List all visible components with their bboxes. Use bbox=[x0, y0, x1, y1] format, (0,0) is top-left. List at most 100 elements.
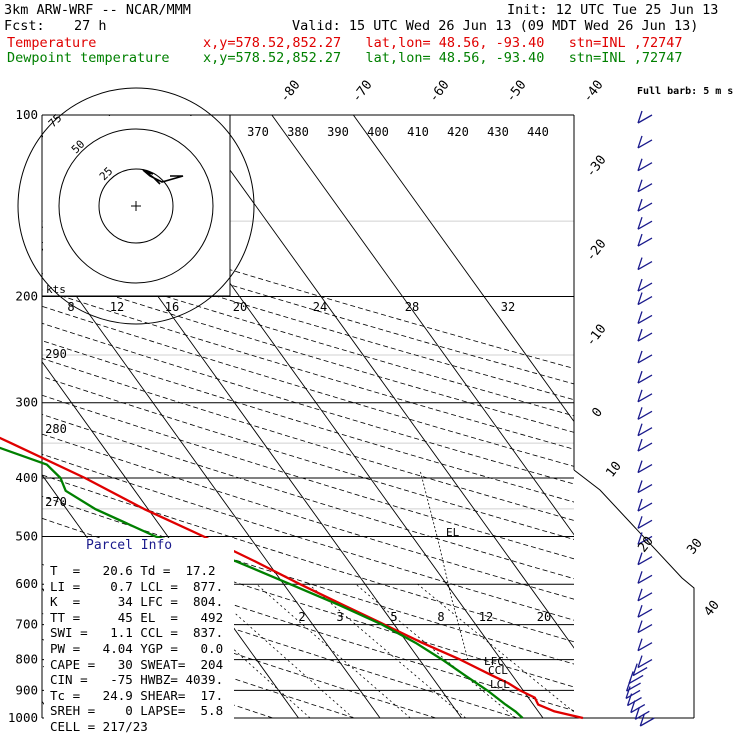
wind-barb bbox=[637, 552, 653, 566]
hodograph-ring bbox=[17, 87, 255, 325]
mixing-ratio-line bbox=[256, 583, 411, 718]
wind-barb bbox=[637, 480, 653, 494]
dry-adiabat-line bbox=[42, 340, 574, 503]
pressure-tick-label: 900 bbox=[15, 682, 38, 697]
wind-barb bbox=[637, 198, 653, 212]
hodograph bbox=[17, 87, 255, 325]
wind-barb bbox=[637, 179, 653, 193]
parcel-row: T = 20.6 Td = 17.2 bbox=[50, 563, 216, 578]
wind-barb bbox=[637, 516, 653, 529]
parcel-row: CIN = -75 HWBZ= 4039. bbox=[50, 672, 224, 688]
hodograph-speed-label: 12 bbox=[110, 300, 124, 314]
mixing-ratio-label: 12 bbox=[479, 610, 493, 624]
pressure-tick-label: 700 bbox=[15, 617, 38, 632]
valid-time: Valid: 15 UTC Wed 26 Jun 13 (09 MDT Wed … bbox=[292, 18, 699, 34]
hodograph-speed-label: 32 bbox=[501, 300, 515, 314]
theta-e-label: 380 bbox=[287, 125, 309, 139]
dry-adiabat-line bbox=[42, 413, 574, 580]
theta-e-label: 370 bbox=[247, 125, 269, 139]
wind-barb bbox=[637, 655, 653, 669]
parcel-info-panel: Parcel Info T = 20.6 Td = 17.2 LI = 0.7 … bbox=[44, 538, 234, 734]
wind-barb bbox=[637, 257, 653, 271]
parcel-info-title: Parcel Info bbox=[86, 538, 173, 553]
isotherm-tick-label: -40 bbox=[580, 78, 606, 106]
dry-adiabat-line bbox=[42, 588, 436, 718]
mixing-ratio-label: 20 bbox=[537, 610, 551, 624]
pressure-tick-label: 500 bbox=[15, 528, 38, 543]
wind-barb bbox=[637, 370, 653, 384]
el-label: EL bbox=[446, 526, 460, 539]
dewpoint-legend: Dewpoint temperature bbox=[7, 50, 170, 66]
dry-adiabat-line bbox=[42, 495, 574, 665]
isotherm-tick-label: -70 bbox=[349, 78, 375, 106]
hodograph-trace bbox=[142, 169, 184, 185]
temperature-legend: Temperature bbox=[7, 35, 97, 51]
theta-label: 280 bbox=[45, 422, 67, 436]
mixing-ratio-label: 8 bbox=[437, 610, 444, 624]
wind-barb bbox=[637, 571, 653, 584]
pressure-tick-label: 800 bbox=[15, 652, 38, 667]
wind-barb bbox=[637, 278, 653, 292]
wind-barb bbox=[637, 423, 653, 437]
wind-barb bbox=[637, 389, 653, 403]
diagram-mask bbox=[574, 115, 740, 718]
parcel-row: SWI = 1.1 CCL = 837. bbox=[50, 625, 224, 641]
pressure-tick-label: 600 bbox=[15, 576, 38, 591]
theta-e-label: 390 bbox=[327, 125, 349, 139]
parcel-level-label: CCL bbox=[488, 664, 508, 677]
parcel-row: PW = 4.04 YGP = 0.0 bbox=[50, 641, 224, 656]
isotherm-tick-label: -80 bbox=[277, 78, 303, 106]
wind-barb bbox=[637, 620, 653, 634]
mixing-ratio-line bbox=[308, 583, 466, 718]
wind-barb bbox=[637, 216, 653, 230]
parcel-row: SREH = 0 LAPSE= 5.8 bbox=[50, 703, 224, 719]
wind-barb bbox=[637, 460, 653, 474]
sounding-traces bbox=[0, 436, 584, 720]
wind-barb bbox=[637, 233, 653, 247]
wind-barb bbox=[637, 350, 653, 364]
mixing-ratio-line bbox=[355, 583, 516, 718]
dry-adiabat-line bbox=[42, 257, 574, 417]
pressure-tick-label: 1000 bbox=[8, 710, 38, 725]
parcel-row: Tc = 24.9 SHEAR= 17. bbox=[50, 687, 224, 703]
hodograph-speed-label: 24 bbox=[313, 300, 327, 314]
wind-barb-legend: Full barb: 5 m s bbox=[637, 86, 733, 97]
diagram-edge bbox=[573, 469, 695, 718]
wind-barb bbox=[637, 588, 653, 602]
isotherm-tick-label: -50 bbox=[503, 78, 529, 106]
isotherm-line bbox=[352, 115, 574, 423]
isotherm-line bbox=[271, 115, 574, 536]
parcel-row: LI = 0.7 LCL = 877. bbox=[50, 578, 224, 594]
hodograph-ring bbox=[98, 168, 174, 244]
hodograph-ring bbox=[58, 128, 214, 284]
pressure-tick-label: 200 bbox=[15, 289, 38, 304]
theta-e-label: 410 bbox=[407, 125, 429, 139]
temperature-location: x,y=578.52,852.27 lat,lon= 48.56, -93.40… bbox=[203, 35, 683, 51]
parcel-row: K = 34 LFC = 804. bbox=[50, 594, 224, 610]
wind-barbs bbox=[625, 110, 655, 727]
pressure-tick-label: 100 bbox=[15, 107, 38, 122]
pressure-tick-label: 300 bbox=[15, 395, 38, 410]
theta-e-label: 440 bbox=[527, 125, 549, 139]
hodograph-speed-label: 8 bbox=[67, 300, 74, 314]
parcel-level-label: LCL bbox=[490, 678, 510, 691]
wind-barb bbox=[630, 700, 646, 714]
init-time: Init: 12 UTC Tue 25 Jun 13 bbox=[507, 2, 719, 18]
wind-barb bbox=[637, 407, 653, 420]
parcel-row: CAPE = 30 SWEAT= 204 bbox=[50, 656, 224, 672]
parcel-level-label: LFC bbox=[484, 655, 504, 668]
theta-e-label: 430 bbox=[487, 125, 509, 139]
wind-barb bbox=[637, 292, 653, 306]
isotherm-tick-label: -60 bbox=[426, 78, 452, 106]
dry-adiabat-line bbox=[42, 563, 518, 718]
dewpoint-location: x,y=578.52,852.27 lat,lon= 48.56, -93.40… bbox=[203, 50, 683, 66]
wind-barb bbox=[637, 110, 653, 124]
hodograph-unit-label: kts bbox=[46, 283, 66, 296]
wind-barb bbox=[637, 158, 653, 172]
theta-e-label: 420 bbox=[447, 125, 469, 139]
theta-e-label: 400 bbox=[367, 125, 389, 139]
wind-barb bbox=[626, 693, 642, 707]
isotherm-line bbox=[42, 247, 381, 718]
wind-barb bbox=[639, 713, 655, 727]
